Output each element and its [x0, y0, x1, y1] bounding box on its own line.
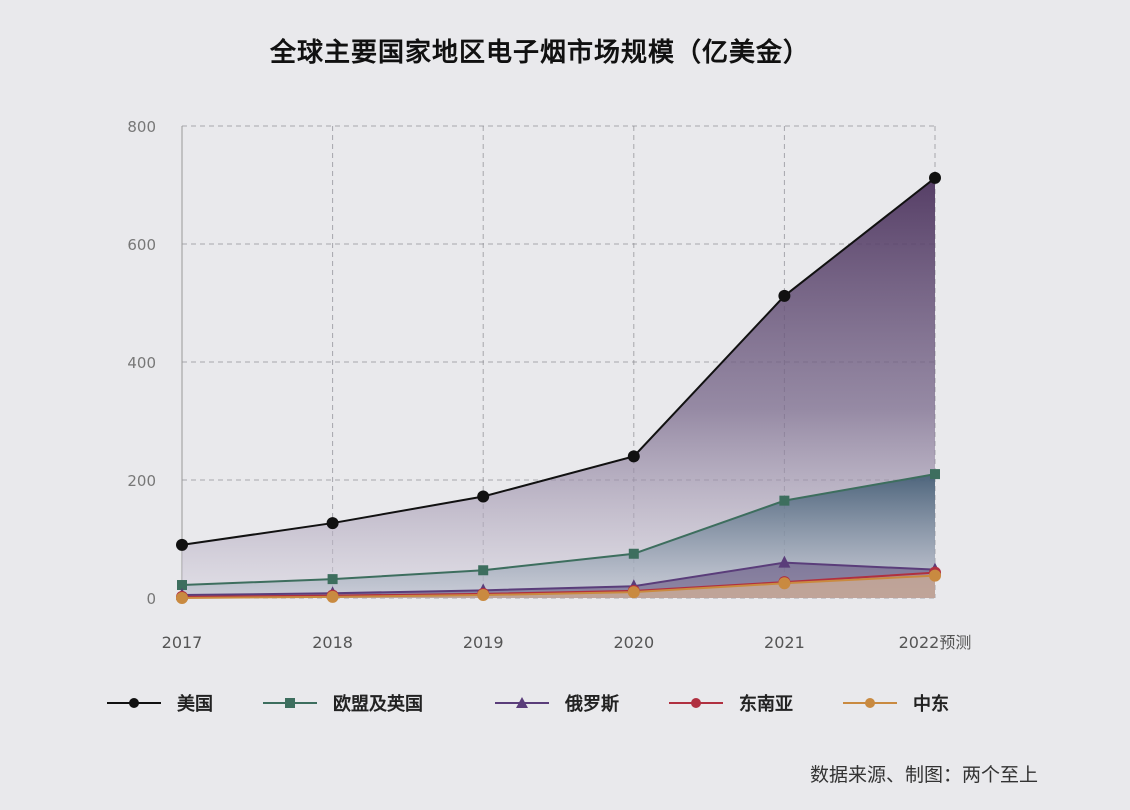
marker-layer [176, 171, 941, 604]
data-point [778, 577, 791, 590]
series-line [181, 571, 936, 598]
data-point [779, 495, 790, 506]
x-tick-label: 2017 [162, 633, 203, 652]
y-tick-label: 800 [127, 118, 156, 136]
area-4 [182, 575, 935, 598]
data-point [327, 574, 338, 585]
x-tick-label: 2021 [764, 633, 805, 652]
y-tick-label: 400 [127, 354, 156, 372]
data-point [477, 490, 490, 503]
x-tick-label: 2019 [463, 633, 504, 652]
data-point [176, 538, 188, 551]
label-layer: 0 200 400 600 800 2017 2018 2019 2020 2021 2022预测 [127, 118, 971, 652]
legend-item-sea: 东南亚 [667, 690, 793, 716]
data-point [477, 589, 490, 602]
series-line [181, 574, 936, 599]
data-point [478, 565, 489, 576]
chart-canvas: 0 200 400 600 800 2017 2018 2019 2020 2021 2022预测 [127, 118, 971, 652]
legend-item-eu-uk: 欧盟及英国 [261, 690, 423, 716]
x-tick-label: 2022预测 [899, 633, 972, 652]
legend-marker-icon [495, 697, 549, 708]
line-layer [181, 177, 936, 599]
data-point [326, 517, 339, 530]
y-tick-label: 600 [127, 236, 156, 254]
legend-item-us: 美国 [105, 690, 213, 716]
x-tick-label: 2020 [613, 633, 654, 652]
series-line [181, 561, 936, 597]
y-tick-label: 200 [127, 472, 156, 490]
data-point [627, 450, 640, 463]
data-point [929, 171, 941, 184]
legend-label: 欧盟及英国 [333, 694, 423, 715]
series-line [181, 473, 936, 587]
legend-label: 俄罗斯 [565, 694, 619, 715]
legend-marker-icon [107, 698, 161, 708]
data-point [778, 555, 791, 568]
area-1 [182, 474, 935, 598]
data-point [176, 592, 188, 604]
legend-marker-icon [843, 698, 897, 708]
data-point [628, 548, 639, 559]
x-tick-label: 2018 [312, 633, 353, 652]
legend-label: 中东 [913, 694, 949, 715]
data-point [627, 586, 640, 599]
legend-item-russia: 俄罗斯 [493, 690, 619, 716]
data-point [930, 469, 940, 480]
legend-marker-icon [263, 698, 317, 708]
legend-label: 美国 [177, 694, 213, 715]
data-point [929, 569, 941, 582]
legend-marker-icon [669, 698, 723, 708]
chart-legend: 美国 欧盟及英国 俄罗斯 东南亚 中东 [105, 688, 1065, 718]
chart-title: 全球主要国家地区电子烟市场规模（亿美金） [269, 38, 810, 68]
source-note: 数据来源、制图：两个至上 [809, 764, 1038, 786]
area-0 [182, 177, 935, 599]
data-point [177, 580, 187, 591]
legend-item-middle-east: 中东 [841, 690, 949, 716]
data-point [778, 289, 791, 302]
legend-label: 东南亚 [739, 694, 793, 715]
data-point [326, 590, 339, 603]
area-layer [182, 177, 935, 599]
y-tick-label: 0 [146, 590, 156, 608]
series-line [181, 177, 936, 546]
